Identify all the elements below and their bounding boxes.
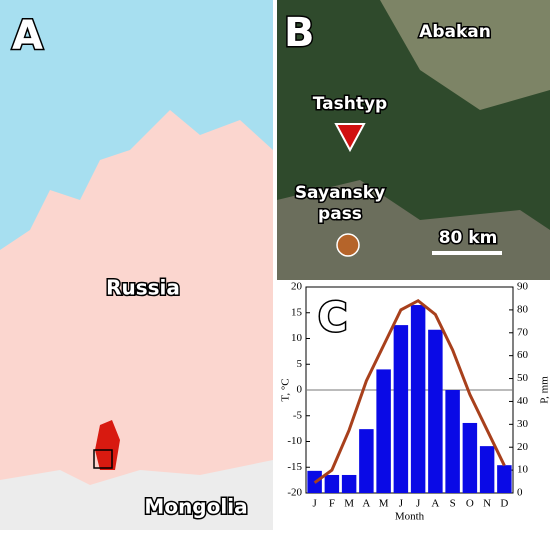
line [313,298,506,484]
x-tick-label: J [312,498,317,510]
map-label: Tashtyp [313,94,387,114]
map-region [95,420,120,470]
x-tick-label: M [379,498,389,510]
scale-label: 80 km [439,228,498,248]
x-tick-label: N [483,498,491,510]
panel-label: B [284,10,315,56]
map-sea [0,0,273,250]
y2-tick-label: 70 [517,326,529,338]
x-tick-label: M [344,498,354,510]
panel-c: -20 -15 -10 -5 0 5 10 15 20 0 10 20 30 40 50 60 70 80 90 T,… [280,281,550,523]
bar [376,369,391,493]
y2-tick-label: 90 [517,281,529,293]
y2-axis-label: P, mm [539,376,550,404]
map-neighbor [0,460,273,530]
satellite-plain [380,0,550,110]
panel-a: A Russia Mongolia [0,0,273,530]
bar [410,305,426,493]
x-tick-label: D [500,498,508,510]
map-label: Russia [106,276,180,300]
y-tick-label: -10 [287,435,302,447]
y2-tick-label: 0 [517,487,523,499]
bar [341,474,357,493]
map-label: Sayansky [295,183,385,203]
x-tick-label: S [450,498,456,510]
x-tick-label: A [431,498,439,510]
y-tick-label: 0 [297,384,303,396]
y2-tick-label: 30 [517,418,529,430]
bar [359,429,374,493]
y-tick-label: 20 [291,281,303,293]
y-axis-label: T, °C [280,378,292,401]
y2-tick-label: 80 [517,303,529,315]
bar [479,446,495,493]
x-tick-label: O [466,498,474,510]
map-label: pass [318,204,362,224]
y2-tick-label: 40 [517,395,529,407]
x-tick-label: J [416,498,421,510]
y-tick-label: -5 [293,409,303,421]
bar [324,474,340,493]
panel-label: C [318,295,347,341]
y-tick-label: 10 [291,332,303,344]
x-tick-label: J [399,498,404,510]
map-box [93,449,113,469]
x-axis-label: Month [395,511,425,523]
y-tick-label: 5 [297,358,303,370]
y2-tick-label: 60 [517,349,529,361]
panel-b: B Abakan Tashtyp Sayansky pass 80 km [277,0,550,280]
y-tick-label: -20 [287,487,302,499]
y-tick-label: 15 [291,306,303,318]
panel-label: A [12,13,43,59]
bar [428,329,443,493]
map-label: Mongolia [144,495,247,519]
site-marker [334,123,366,153]
x-tick-label: A [362,498,370,510]
bar [462,422,478,493]
bar [393,325,409,493]
bar [445,390,460,493]
bar [497,465,512,493]
y2-tick-label: 10 [517,464,529,476]
map-label: Abakan [419,22,491,42]
y-tick-label: -15 [287,461,302,473]
x-tick-label: F [329,498,335,510]
y2-tick-label: 50 [517,372,529,384]
cone-icon [336,233,360,257]
y2-tick-label: 20 [517,441,529,453]
